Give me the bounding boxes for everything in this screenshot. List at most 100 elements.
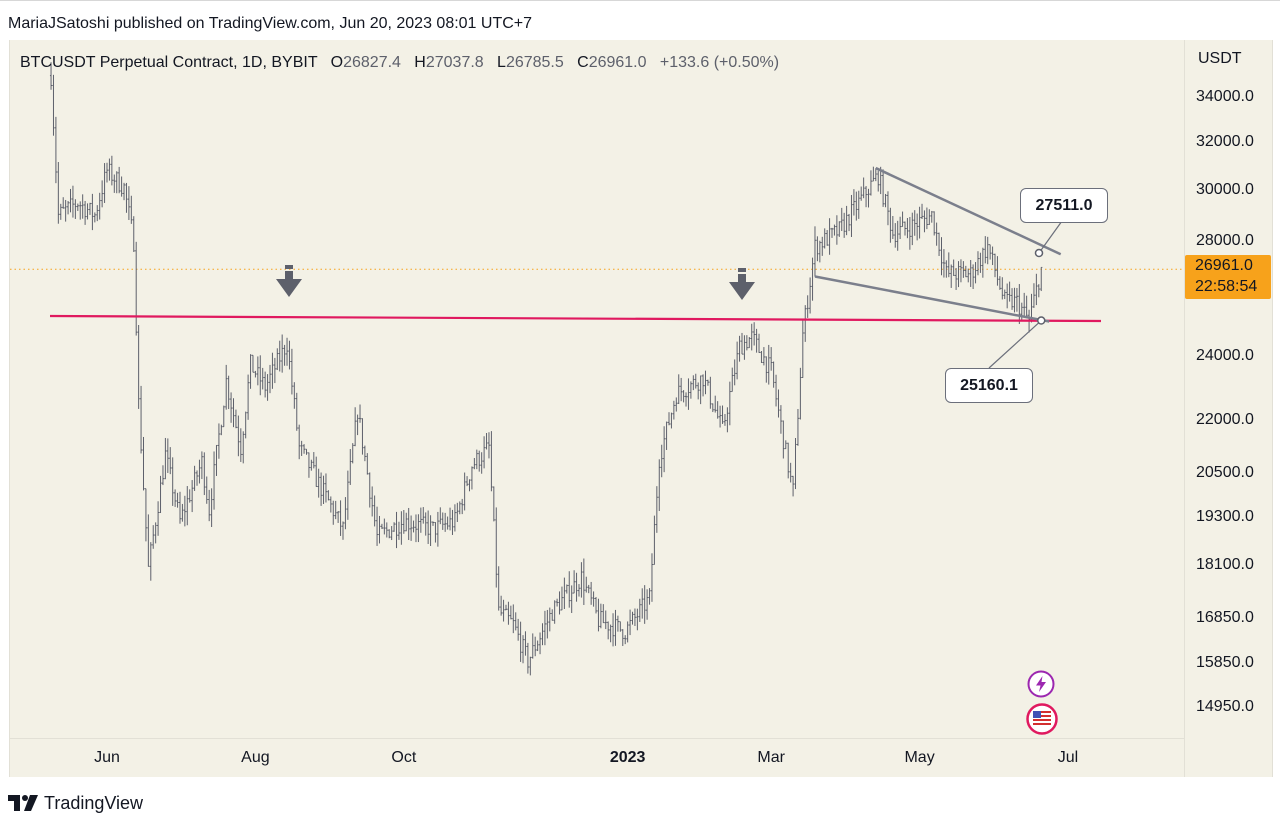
ohlc-bar (244, 411, 247, 439)
ohlc-bar (733, 359, 736, 386)
legend-symbol: BTCUSDT Perpetual Contract, 1D, BYBIT (20, 54, 318, 71)
lower-trendline-callout[interactable]: 25160.1 (945, 368, 1033, 403)
ohlc-bar (877, 170, 880, 192)
ohlc-bar (772, 361, 775, 388)
legend-high-value: 27037.8 (425, 54, 484, 71)
ohlc-bar (930, 210, 933, 223)
ohlc-bar (658, 459, 661, 511)
ohlc-bar (580, 562, 583, 598)
ohlc-bar (967, 268, 970, 283)
ohlc-bar (492, 486, 495, 522)
ohlc-bar (847, 213, 851, 232)
ohlc-bar (183, 495, 186, 527)
symbol-legend[interactable]: BTCUSDT Perpetual Contract, 1D, BYBIT O2… (20, 54, 779, 72)
ohlc-bar (115, 171, 118, 194)
ohlc-bar (864, 186, 868, 208)
ohlc-bar (952, 259, 955, 276)
ohlc-bar (757, 333, 761, 353)
ohlc-bar (66, 201, 70, 215)
ohlc-bar (448, 507, 452, 531)
ohlc-bar (497, 566, 500, 611)
ohlc-bar (130, 195, 133, 224)
price-tick-label: 20500.0 (1196, 463, 1254, 481)
bar-countdown: 22:58:54 (1195, 278, 1258, 295)
ohlc-bar (217, 423, 221, 459)
ohlc-bar (478, 450, 481, 472)
ohlc-bar (264, 371, 267, 398)
ohlc-bar (329, 496, 332, 513)
ohlc-bar (653, 515, 656, 566)
ohlc-bar (283, 344, 286, 366)
price-tick-label: 28000.0 (1196, 232, 1254, 250)
chart-area[interactable] (9, 40, 1273, 777)
ohlc-bar (546, 609, 549, 639)
ohlc-bar (101, 180, 104, 208)
ohlc-bar (869, 170, 873, 196)
price-tick-label: 18100.0 (1196, 555, 1254, 573)
ohlc-bar (787, 442, 790, 479)
ohlc-bar (59, 203, 62, 220)
ohlc-bar (947, 252, 950, 278)
ohlc-bar (69, 188, 72, 213)
ohlc-bar (307, 452, 311, 478)
ohlc-bar (976, 251, 980, 276)
bolt-icon[interactable] (1027, 670, 1055, 698)
ohlc-bar (193, 465, 196, 491)
ohlc-bar (127, 186, 130, 220)
ohlc-bar (633, 608, 637, 627)
upper-trendline (875, 166, 1062, 256)
ohlc-bar (538, 632, 542, 655)
ohlc-bar (806, 295, 809, 318)
ohlc-bar (81, 194, 84, 219)
price-axis-unit[interactable]: USDT (1198, 50, 1242, 67)
ohlc-bar (945, 260, 948, 278)
ohlc-bar (813, 226, 817, 277)
ohlc-bar (54, 116, 58, 184)
ohlc-bar (305, 448, 308, 455)
ohlc-bar (774, 374, 778, 407)
ohlc-bar (675, 397, 678, 412)
ohlc-bar (526, 642, 529, 674)
ohlc-bar (200, 451, 203, 480)
ohlc-bar (256, 356, 259, 386)
ohlc-bar (531, 633, 534, 659)
down-arrow-icon[interactable] (276, 265, 302, 297)
ohlc-bar (845, 205, 848, 236)
ohlc-bar (755, 328, 758, 353)
upper-callout-value: 27511.0 (1035, 197, 1093, 214)
ohlc-bar (551, 609, 554, 621)
ohlc-bar (290, 348, 293, 395)
ohlc-bar (1015, 287, 1019, 312)
ohlc-bar (132, 216, 135, 252)
ohlc-bar (521, 635, 525, 664)
ohlc-bar (993, 253, 997, 278)
ohlc-bar (468, 479, 471, 492)
down-arrow-icon[interactable] (729, 268, 755, 300)
ohlc-bar (1035, 273, 1038, 306)
ohlc-bar (989, 244, 992, 260)
ohlc-bar (602, 604, 605, 624)
upper-callout-anchor (1034, 248, 1044, 258)
ohlc-bar (560, 586, 564, 611)
ohlc-bar (49, 62, 53, 90)
us-flag-icon[interactable] (1025, 703, 1061, 735)
ohlc-bar (553, 600, 556, 624)
ohlc-bar (161, 465, 165, 486)
ohlc-bar (969, 259, 972, 287)
ohlc-bar (874, 168, 877, 182)
upper-trendline-callout[interactable]: 27511.0 (1020, 188, 1108, 223)
ohlc-bar (71, 185, 75, 218)
ohlc-bar (118, 166, 121, 194)
ohlc-bar (568, 571, 571, 608)
ohlc-bar (324, 473, 328, 503)
ohlc-bar (215, 444, 218, 476)
ohlc-bar (212, 451, 216, 510)
publish-header: MariaJSatoshi published on TradingView.c… (0, 0, 1280, 41)
lower-callout-anchor (1036, 316, 1046, 325)
ohlc-bar (144, 488, 148, 542)
ohlc-bar (62, 197, 65, 209)
ohlc-bar (414, 514, 418, 543)
ohlc-bar (147, 514, 150, 567)
ohlc-bar (801, 319, 804, 378)
